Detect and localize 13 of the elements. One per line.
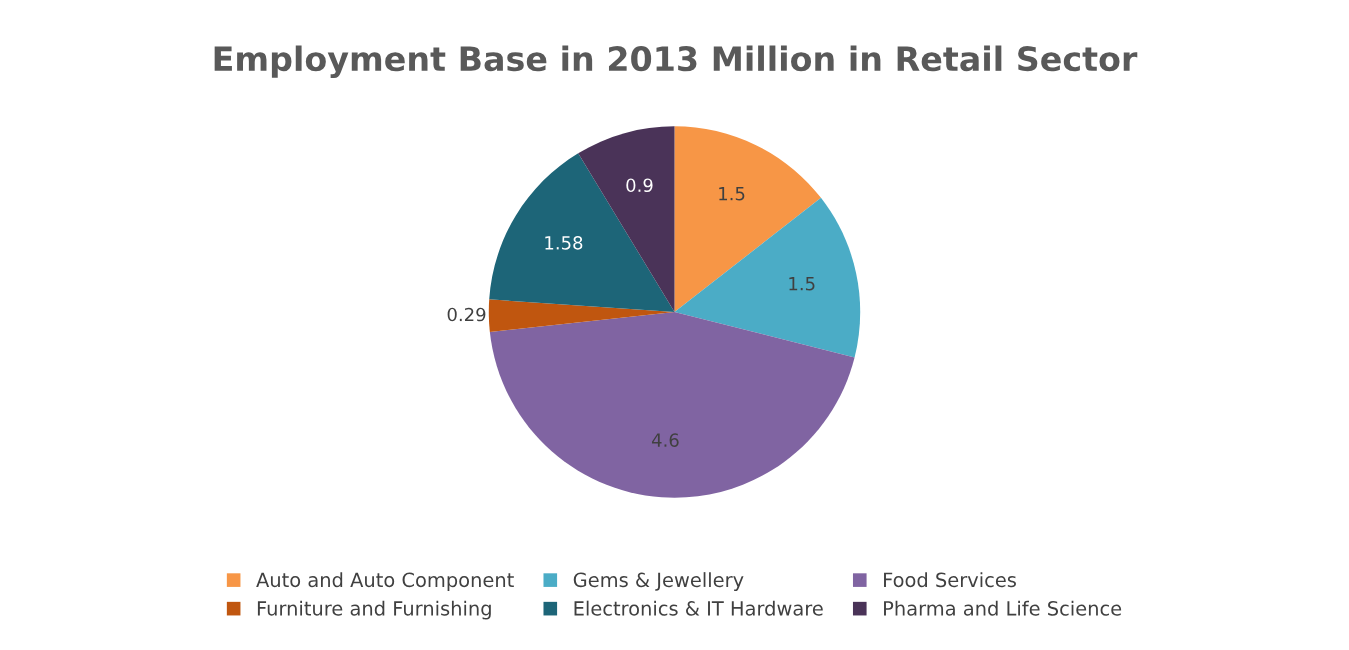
chart-title: Employment Base in 2013 Million in Retail Sector (214, 45, 1138, 79)
data-label: 1.5 (719, 187, 745, 201)
data-label: 1.5 (789, 277, 815, 291)
legend-label: Electronics & IT Hardware (574, 600, 823, 616)
legend-label: Furniture and Furnishing (257, 600, 491, 620)
data-label: 4.6 (651, 433, 679, 447)
data-label: 0.29 (447, 307, 486, 322)
data-label: 1.58 (545, 235, 583, 250)
legend-label: Pharma and Life Science (884, 600, 1122, 616)
legend-label: Food Services (884, 572, 1016, 588)
legend-label: Auto and Auto Component (256, 572, 514, 591)
legend-label: Gems & Jewellery (573, 572, 744, 591)
data-label: 0.9 (626, 178, 653, 193)
